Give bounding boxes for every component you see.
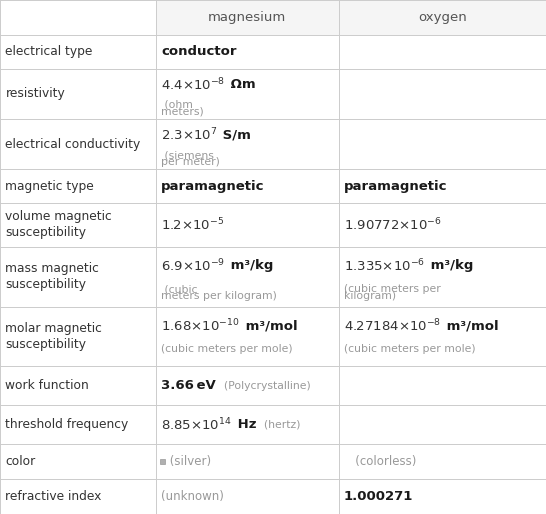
Text: (hertz): (hertz) [257, 419, 301, 430]
Bar [339, 0, 546, 35]
Text: (colorless): (colorless) [344, 455, 417, 468]
Text: $1.90772{\times}10^{-6}$: $1.90772{\times}10^{-6}$ [344, 216, 442, 233]
Text: paramagnetic: paramagnetic [344, 179, 448, 193]
Text: $1.2{\times}10^{-5}$: $1.2{\times}10^{-5}$ [161, 216, 224, 233]
Text: 1.000271: 1.000271 [344, 490, 413, 503]
Text: (cubic meters per mole): (cubic meters per mole) [344, 344, 476, 354]
Text: (silver): (silver) [167, 455, 212, 468]
Text: meters): meters) [161, 106, 204, 117]
Text: m³/kg: m³/kg [227, 260, 274, 272]
Text: m³/kg: m³/kg [426, 260, 473, 272]
Text: conductor: conductor [161, 45, 236, 58]
Text: m³/mol: m³/mol [241, 320, 297, 333]
Bar [156, 0, 339, 35]
Text: work function: work function [5, 379, 89, 392]
Text: $2.3{\times}10^{7}$: $2.3{\times}10^{7}$ [161, 127, 217, 143]
Text: (cubic: (cubic [161, 284, 198, 294]
Text: electrical type: electrical type [5, 45, 93, 58]
Text: (cubic meters per: (cubic meters per [344, 284, 441, 294]
Text: (siemens: (siemens [161, 150, 214, 160]
Text: $6.9{\times}10^{-9}$: $6.9{\times}10^{-9}$ [161, 258, 225, 274]
Text: (unknown): (unknown) [161, 490, 224, 503]
Text: volume magnetic
susceptibility: volume magnetic susceptibility [5, 210, 112, 239]
Text: (Polycrystalline): (Polycrystalline) [217, 381, 311, 391]
Text: (cubic meters per mole): (cubic meters per mole) [161, 344, 293, 354]
Text: resistivity: resistivity [5, 87, 65, 100]
Text: $8.85{\times}10^{14}$: $8.85{\times}10^{14}$ [161, 416, 232, 433]
Text: molar magnetic
susceptibility: molar magnetic susceptibility [5, 322, 102, 351]
Text: $1.335{\times}10^{-6}$: $1.335{\times}10^{-6}$ [344, 258, 425, 274]
Text: threshold frequency: threshold frequency [5, 418, 129, 431]
Text: Hz: Hz [233, 418, 256, 431]
Text: magnesium: magnesium [208, 11, 286, 24]
Text: (ohm: (ohm [161, 100, 193, 110]
Text: $4.27184{\times}10^{-8}$: $4.27184{\times}10^{-8}$ [344, 318, 441, 334]
Text: mass magnetic
susceptibility: mass magnetic susceptibility [5, 262, 99, 291]
Bar [160, 459, 165, 465]
Text: Ωm: Ωm [227, 78, 256, 91]
Text: 3.66 eV: 3.66 eV [161, 379, 216, 392]
Text: $4.4{\times}10^{-8}$: $4.4{\times}10^{-8}$ [161, 77, 225, 93]
Text: S/m: S/m [218, 128, 251, 141]
Text: electrical conductivity: electrical conductivity [5, 138, 141, 151]
Text: oxygen: oxygen [418, 11, 467, 24]
Text: color: color [5, 455, 35, 468]
Text: meters per kilogram): meters per kilogram) [161, 291, 277, 301]
Text: paramagnetic: paramagnetic [161, 179, 265, 193]
Text: $1.68{\times}10^{-10}$: $1.68{\times}10^{-10}$ [161, 318, 240, 334]
Text: refractive index: refractive index [5, 490, 102, 503]
Text: m³/mol: m³/mol [442, 320, 499, 333]
Text: magnetic type: magnetic type [5, 179, 94, 193]
Text: per meter): per meter) [161, 157, 220, 167]
Text: kilogram): kilogram) [344, 291, 396, 301]
